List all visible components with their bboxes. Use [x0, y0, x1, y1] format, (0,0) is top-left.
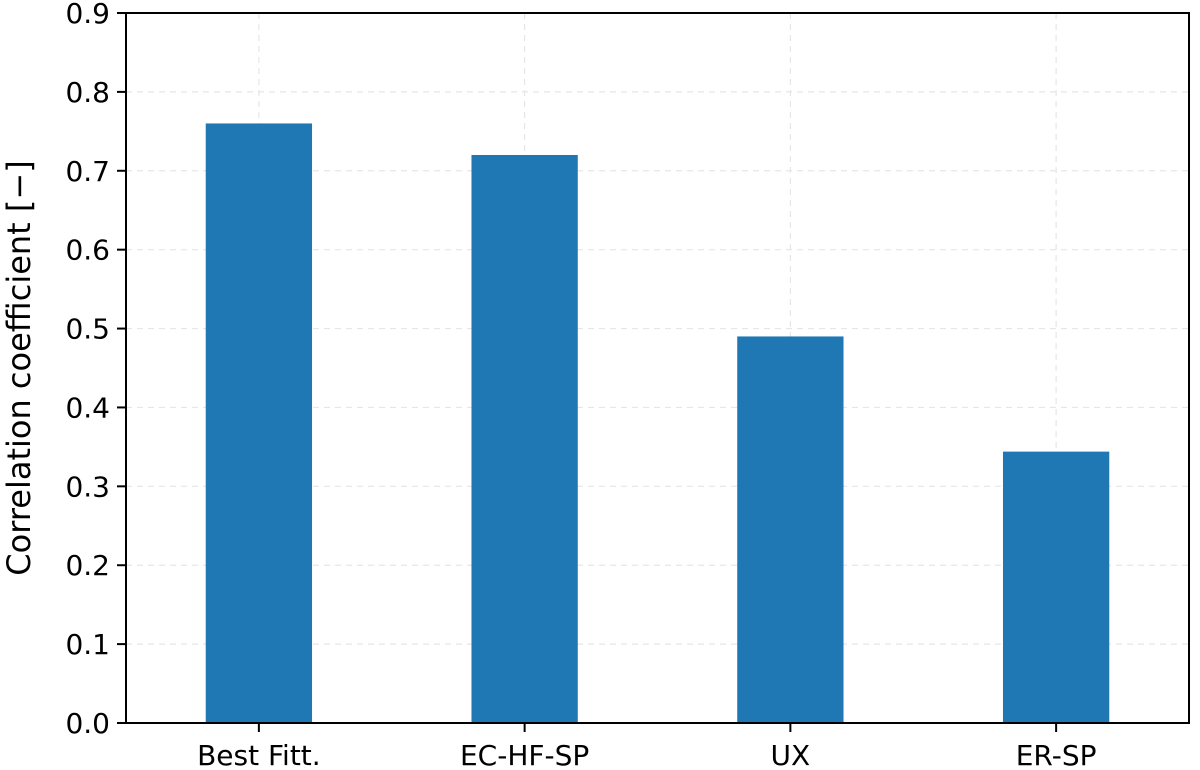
- y-tick-label: 0.3: [65, 470, 110, 503]
- x-tick-label: EC-HF-SP: [460, 739, 589, 770]
- y-tick-label: 0.6: [65, 234, 110, 267]
- bar-ec-hf-sp: [471, 155, 578, 723]
- y-axis-ticks: 0.0 0.1 0.2 0.3 0.4 0.5 0.6 0.7 0.8 0.9: [65, 0, 126, 740]
- y-tick-label: 0.4: [65, 391, 110, 424]
- bars: [205, 123, 1110, 723]
- bar-best-fitt: [205, 123, 313, 723]
- x-tick-label: UX: [771, 739, 811, 770]
- y-tick-label: 0.7: [65, 155, 110, 188]
- y-tick-label: 0.2: [65, 549, 110, 582]
- y-tick-label: 0.1: [65, 628, 110, 661]
- y-tick-label: 0.8: [65, 76, 110, 109]
- y-tick-label: 0.5: [65, 313, 110, 346]
- y-tick-label: 0.0: [65, 707, 110, 740]
- bar-ux: [737, 336, 844, 723]
- x-tick-label: ER-SP: [1016, 739, 1097, 770]
- x-axis-ticks: Best Fitt. EC-HF-SP UX ER-SP: [197, 723, 1097, 770]
- y-tick-label: 0.9: [65, 0, 110, 30]
- plot-area-frame: [125, 12, 1190, 724]
- x-tick-label: Best Fitt.: [197, 739, 321, 770]
- bar-er-sp: [1002, 451, 1110, 723]
- y-axis-label: Correlation coefficient [−]: [0, 160, 38, 575]
